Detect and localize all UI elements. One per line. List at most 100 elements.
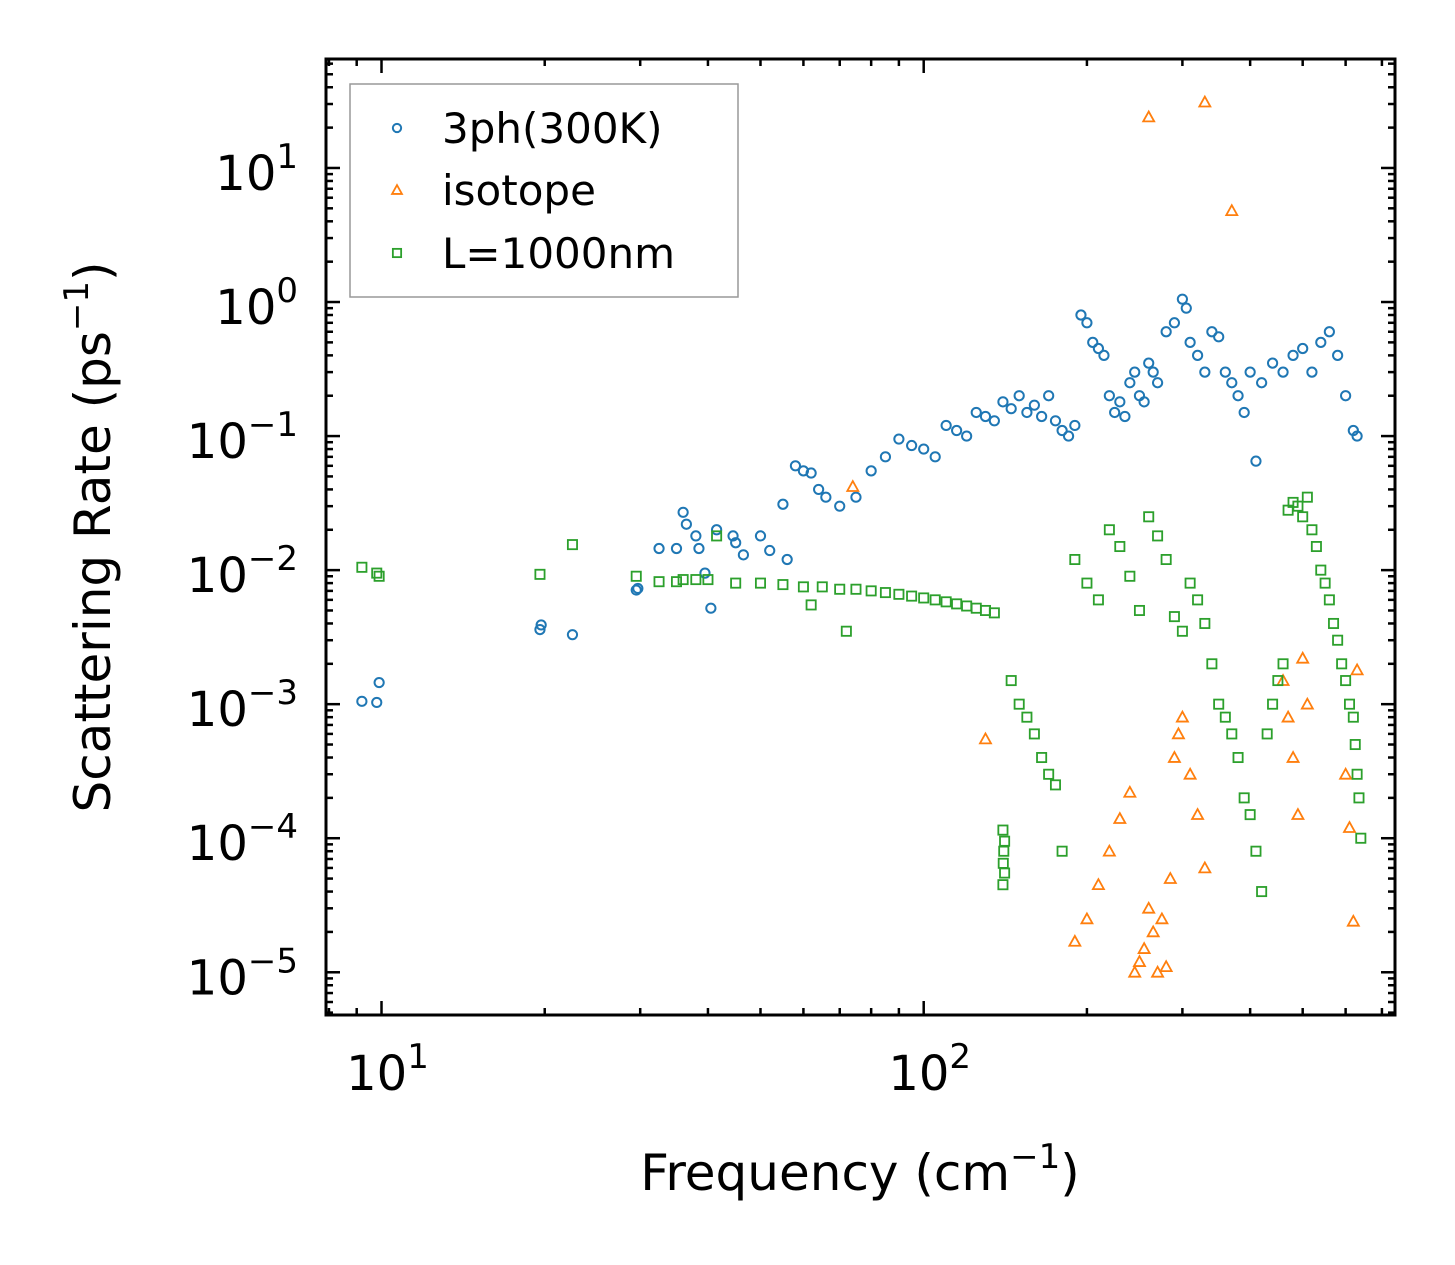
series-0-point-52 bbox=[1062, 430, 1075, 442]
series-0-point-59 bbox=[1103, 390, 1115, 402]
legend-marker-0 bbox=[391, 122, 403, 134]
series-0-point-76 bbox=[1199, 366, 1211, 378]
series-1-point-24 bbox=[1197, 94, 1212, 108]
series-0-point-50 bbox=[1049, 415, 1062, 427]
series-2-point-12 bbox=[730, 577, 742, 589]
series-0-point-3 bbox=[534, 623, 546, 636]
series-0-point-6 bbox=[630, 584, 642, 596]
scatter-points bbox=[356, 94, 1367, 978]
y-tick-label-0: 10−5 bbox=[187, 941, 298, 1006]
series-1-point-5 bbox=[1102, 843, 1117, 857]
series-2-point-3 bbox=[534, 568, 546, 580]
series-0-point-40 bbox=[970, 406, 982, 419]
series-2-point-27 bbox=[940, 596, 952, 608]
series-2-point-83 bbox=[1319, 577, 1331, 589]
series-0-point-69 bbox=[1151, 377, 1164, 389]
series-2-point-93 bbox=[1353, 792, 1365, 804]
series-0-point-61 bbox=[1114, 396, 1126, 408]
series-0-point-42 bbox=[988, 415, 1000, 427]
series-1-point-10 bbox=[1137, 941, 1152, 954]
series-0-point-60 bbox=[1109, 406, 1121, 419]
y-tick-label-2: 10−3 bbox=[187, 673, 298, 738]
series-0-point-24 bbox=[789, 460, 802, 472]
series-0-point-57 bbox=[1092, 342, 1105, 355]
series-2-point-81 bbox=[1310, 541, 1322, 553]
y-tick-label-5: 100 bbox=[215, 271, 298, 336]
series-0-point-13 bbox=[693, 542, 705, 555]
series-2-point-40 bbox=[1013, 698, 1025, 710]
series-1-point-30 bbox=[1295, 650, 1310, 664]
series-1-point-15 bbox=[1159, 959, 1174, 973]
series-0-point-90 bbox=[1306, 366, 1318, 378]
series-2-point-59 bbox=[1184, 577, 1196, 589]
series-0-point-89 bbox=[1297, 342, 1309, 355]
series-1-point-3 bbox=[1079, 911, 1094, 925]
series-2-point-44 bbox=[1043, 768, 1055, 780]
series-2-point-49 bbox=[1092, 594, 1104, 606]
series-1-point-21 bbox=[1190, 807, 1205, 820]
series-2-point-9 bbox=[690, 574, 702, 586]
series-2-point-52 bbox=[1124, 570, 1136, 582]
series-0-point-56 bbox=[1087, 336, 1099, 348]
series-0-point-44 bbox=[1005, 403, 1017, 415]
series-0-point-12 bbox=[690, 530, 702, 542]
series-2-point-18 bbox=[834, 583, 846, 595]
series-1-point-0 bbox=[845, 479, 860, 492]
series-2-point-85 bbox=[1328, 617, 1340, 629]
series-2-point-32 bbox=[988, 607, 1000, 619]
series-2-point-65 bbox=[1226, 728, 1238, 740]
series-1-point-17 bbox=[1167, 750, 1182, 763]
series-2-point-92 bbox=[1351, 768, 1363, 780]
series-0-point-67 bbox=[1143, 357, 1155, 369]
series-0-point-7 bbox=[632, 582, 644, 595]
series-2-point-91 bbox=[1349, 739, 1361, 751]
series-2-point-57 bbox=[1168, 611, 1180, 623]
series-1-point-31 bbox=[1300, 696, 1315, 710]
series-1-point-20 bbox=[1183, 766, 1198, 780]
series-2-point-84 bbox=[1323, 594, 1335, 606]
series-2-point-70 bbox=[1256, 886, 1268, 898]
series-0-point-21 bbox=[764, 544, 776, 557]
series-0-point-91 bbox=[1315, 336, 1327, 348]
series-2-point-15 bbox=[797, 581, 809, 593]
series-0-point-51 bbox=[1056, 424, 1068, 437]
series-0-point-48 bbox=[1036, 410, 1048, 423]
series-2-point-4 bbox=[566, 539, 578, 551]
series-0-point-20 bbox=[754, 530, 767, 542]
series-2-point-66 bbox=[1232, 752, 1244, 764]
series-2-point-23 bbox=[893, 588, 905, 600]
series-2-point-51 bbox=[1114, 541, 1126, 553]
series-2-point-88 bbox=[1340, 675, 1352, 687]
series-2-point-82 bbox=[1315, 564, 1327, 576]
series-0-point-38 bbox=[951, 424, 963, 437]
series-1-point-32 bbox=[1338, 766, 1353, 780]
series-2-point-48 bbox=[1081, 577, 1093, 589]
series-2-point-77 bbox=[1292, 500, 1304, 512]
series-2-point-25 bbox=[918, 592, 930, 604]
series-0-point-37 bbox=[940, 419, 952, 432]
series-2-point-8 bbox=[677, 574, 689, 586]
series-2-point-11 bbox=[711, 530, 723, 542]
series-2-point-73 bbox=[1272, 675, 1284, 687]
series-2-point-2 bbox=[373, 570, 385, 582]
series-0-point-87 bbox=[1277, 366, 1289, 378]
series-0-point-16 bbox=[711, 524, 723, 536]
series-0-point-71 bbox=[1168, 317, 1181, 329]
series-0-point-4 bbox=[535, 619, 547, 631]
legend-label-1: isotope bbox=[442, 166, 596, 215]
series-0-point-39 bbox=[961, 430, 973, 442]
series-0-point-53 bbox=[1069, 419, 1081, 432]
series-2-point-17 bbox=[816, 581, 828, 593]
series-0-point-34 bbox=[906, 439, 918, 452]
series-0-point-70 bbox=[1160, 326, 1172, 338]
series-1-point-8 bbox=[1127, 964, 1142, 978]
series-1-point-18 bbox=[1171, 726, 1186, 740]
series-1-point-12 bbox=[1146, 924, 1161, 938]
series-2-point-20 bbox=[850, 583, 862, 595]
series-2-point-58 bbox=[1176, 625, 1188, 637]
legend-marker-1 bbox=[390, 183, 404, 195]
series-0-point-58 bbox=[1098, 349, 1110, 361]
series-0-point-62 bbox=[1119, 410, 1131, 423]
series-0-point-94 bbox=[1340, 390, 1352, 402]
series-0-point-5 bbox=[566, 629, 579, 641]
